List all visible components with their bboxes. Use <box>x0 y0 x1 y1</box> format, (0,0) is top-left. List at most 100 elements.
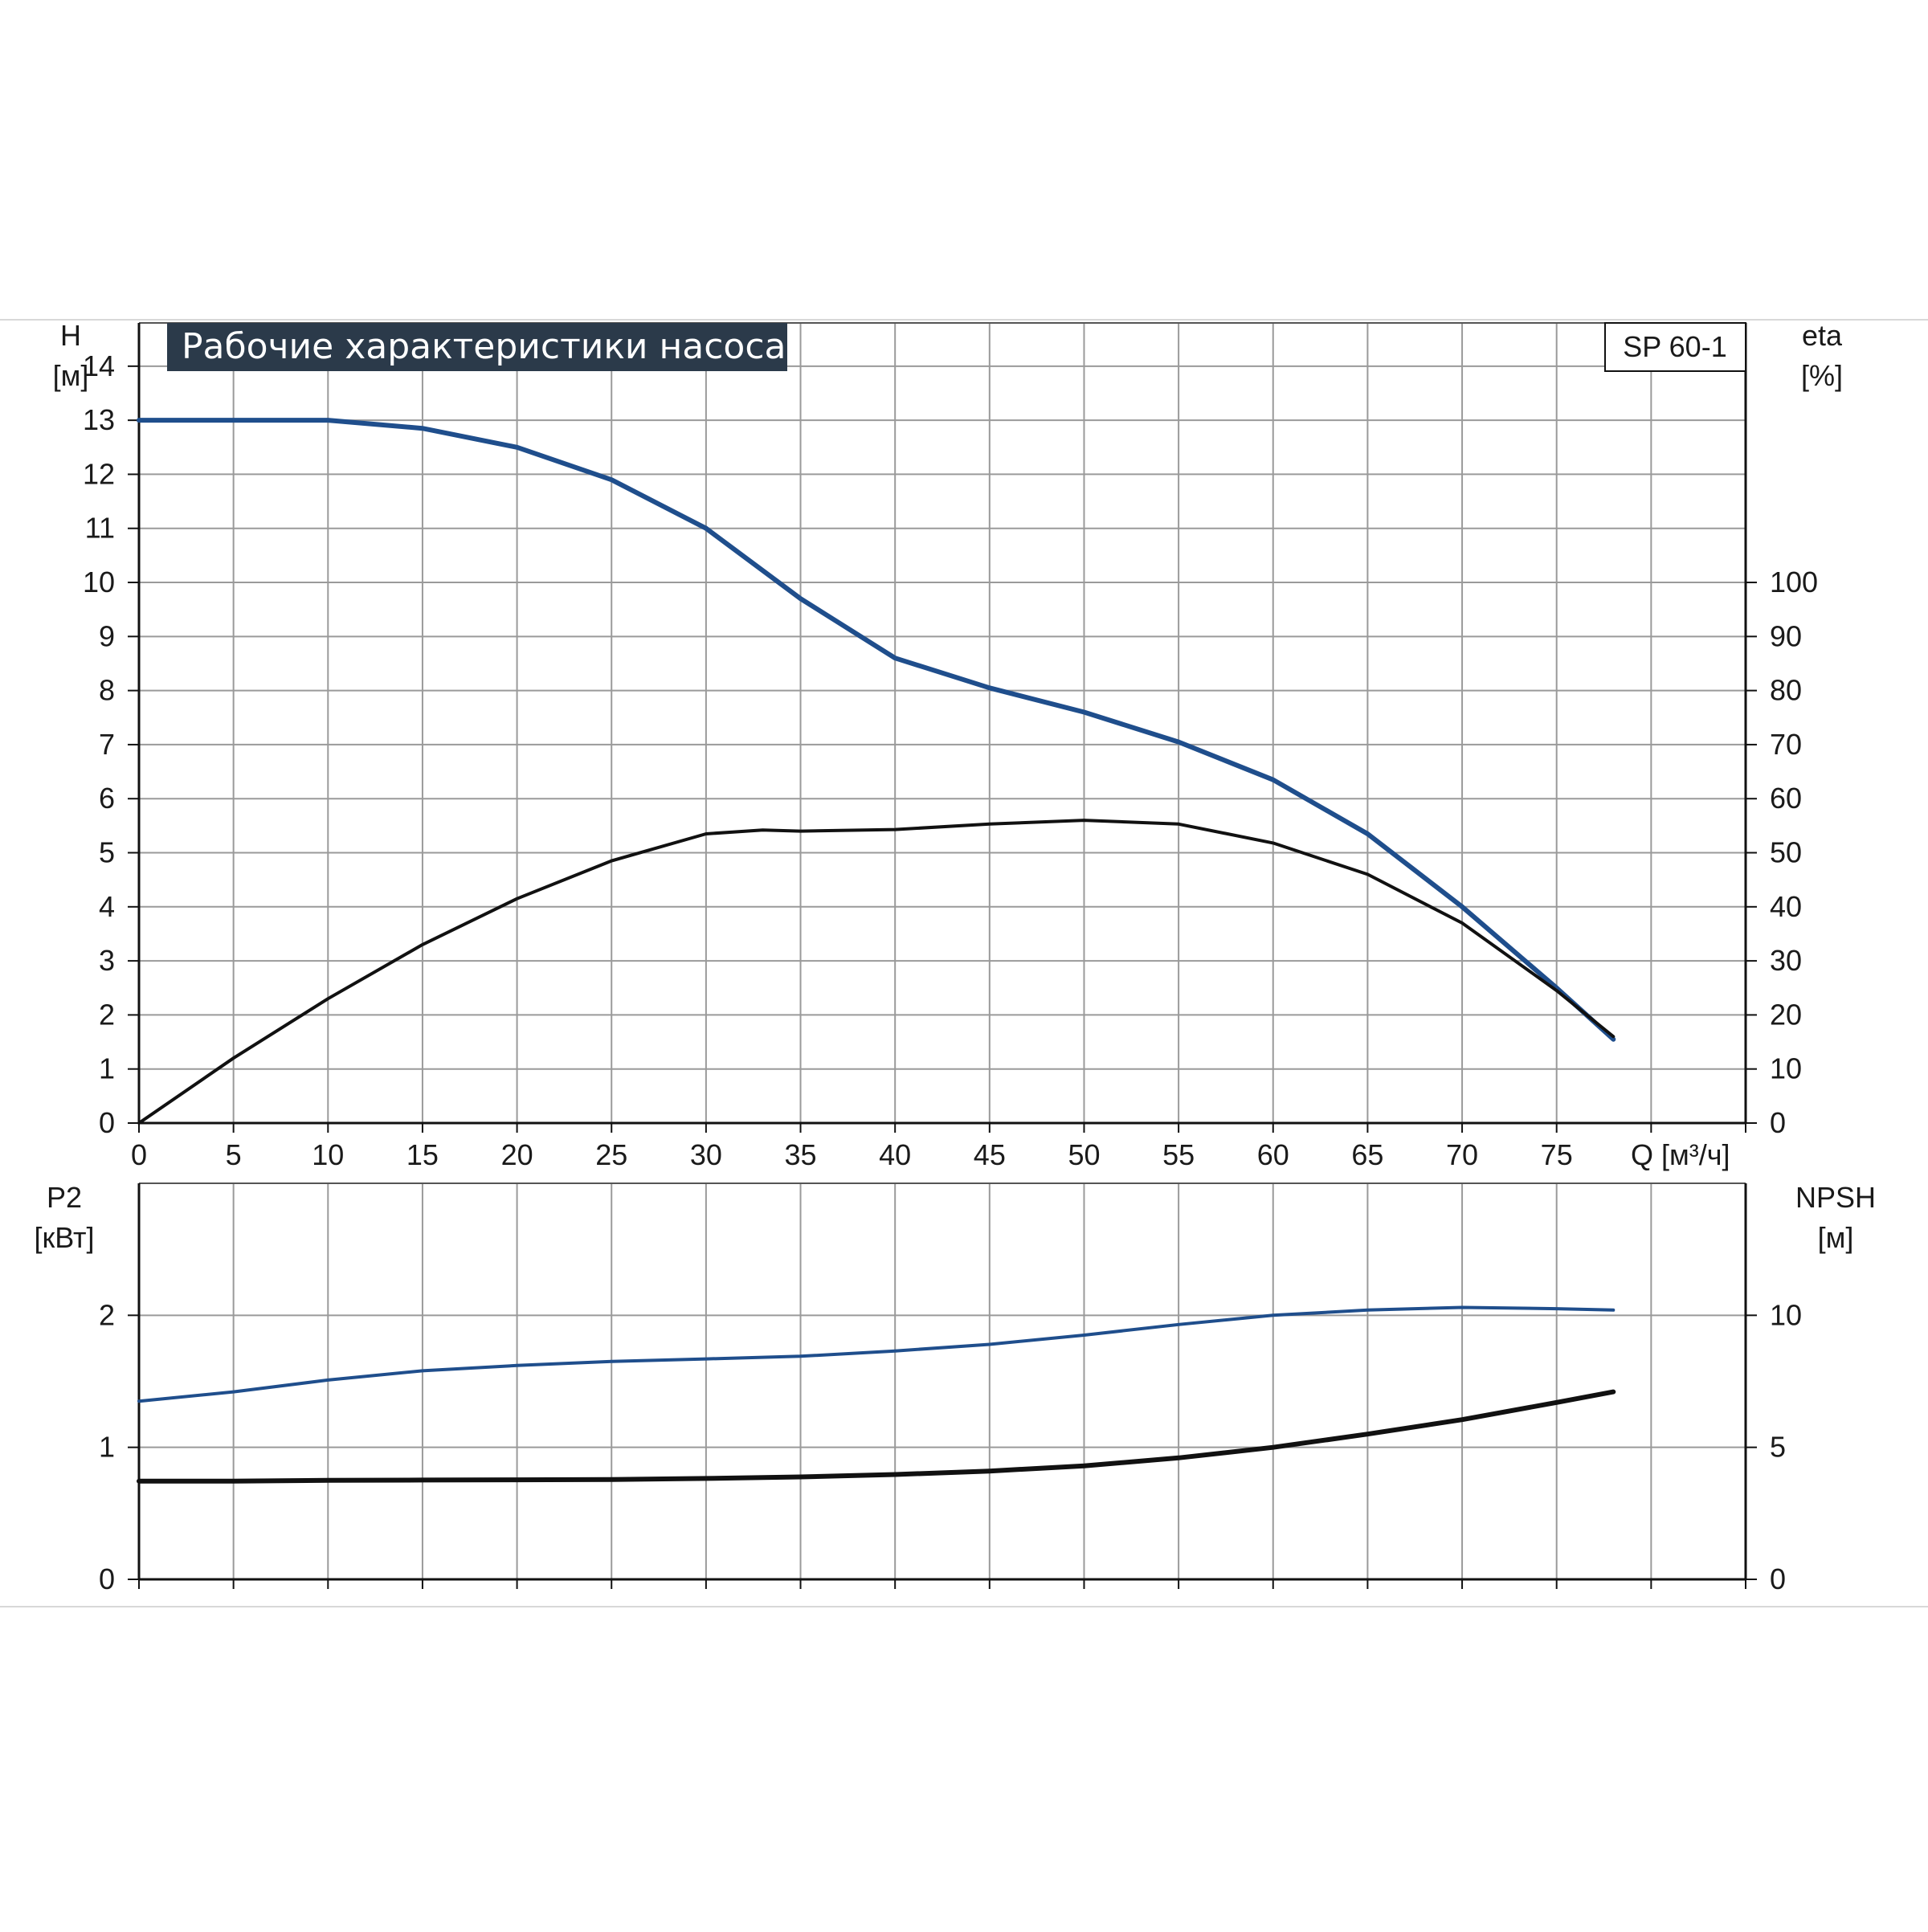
data-point <box>799 1475 803 1478</box>
data-point <box>1366 1432 1369 1436</box>
left-tick-label: 3 <box>99 944 115 977</box>
left-tick-label: 0 <box>99 1562 115 1595</box>
data-point <box>988 1342 991 1346</box>
chart-title: Рабочие характеристики насоса <box>182 326 786 367</box>
data-point <box>1460 921 1464 925</box>
data-point <box>232 419 235 422</box>
series-points <box>137 1391 1615 1483</box>
data-point <box>1177 823 1180 826</box>
data-point <box>1272 1313 1275 1317</box>
right-tick-label: 60 <box>1770 782 1802 815</box>
data-point <box>1611 1309 1615 1312</box>
left-tick-label: 0 <box>99 1106 115 1139</box>
data-point <box>705 832 708 835</box>
x-tick-label: 40 <box>879 1138 911 1171</box>
right-tick-label: 30 <box>1770 944 1802 977</box>
data-point <box>1460 1305 1464 1309</box>
series-points <box>137 819 1615 1125</box>
x-tick-label: 25 <box>595 1138 627 1171</box>
right-tick-label: 70 <box>1770 728 1802 761</box>
data-point <box>799 1354 803 1358</box>
data-point <box>799 597 803 600</box>
data-point <box>1082 1464 1085 1468</box>
data-point <box>1082 711 1085 714</box>
data-point <box>1177 741 1180 744</box>
data-point <box>799 830 803 833</box>
data-point <box>705 1358 708 1361</box>
right-axis-title: eta <box>1802 319 1843 352</box>
x-tick-label: 45 <box>974 1138 1006 1171</box>
left-axis-title: P2 <box>47 1181 82 1214</box>
right-tick-label: 90 <box>1770 619 1802 652</box>
power-npsh-panel: 0 1 2 0 5 10 P2 [кВт] NPSH [м] <box>34 1181 1876 1595</box>
x-tick-label: 0 <box>131 1138 147 1171</box>
left-tick-label: 2 <box>99 998 115 1031</box>
data-point <box>516 897 519 901</box>
x-tick-label: 75 <box>1541 1138 1573 1171</box>
data-point <box>137 419 141 422</box>
data-point <box>1460 905 1464 909</box>
left-tick-label: 8 <box>99 674 115 707</box>
x-tick-label: 15 <box>406 1138 439 1171</box>
right-tick-label: 5 <box>1770 1431 1786 1464</box>
x-tick-label: 35 <box>785 1138 817 1171</box>
data-point <box>893 1350 897 1353</box>
right-tick-label: 40 <box>1770 890 1802 923</box>
data-point <box>1366 1309 1369 1312</box>
data-point <box>1272 778 1275 782</box>
data-point <box>1460 1418 1464 1421</box>
data-point <box>421 943 424 946</box>
data-point <box>232 1056 235 1060</box>
left-tick-label: 2 <box>99 1298 115 1331</box>
x-tick-label: 70 <box>1446 1138 1478 1171</box>
data-point <box>988 1469 991 1472</box>
data-point <box>1177 1456 1180 1460</box>
right-tick-label: 20 <box>1770 998 1802 1031</box>
left-tick-label: 1 <box>99 1431 115 1464</box>
data-point <box>893 1473 897 1477</box>
left-axis-title: [м] <box>53 359 89 392</box>
right-tick-label: 80 <box>1770 674 1802 707</box>
head-efficiency-panel: 0123456789101112131401020304050607080901… <box>53 319 1843 1171</box>
x-tick-label: 20 <box>501 1138 533 1171</box>
data-point <box>1082 1334 1085 1337</box>
x-tick-label: 60 <box>1257 1138 1289 1171</box>
data-point <box>326 1479 329 1482</box>
right-tick-label: 50 <box>1770 836 1802 869</box>
data-point <box>1611 1035 1615 1038</box>
data-point <box>705 527 708 530</box>
grid-lines <box>138 1183 1746 1579</box>
left-tick-label: 13 <box>83 403 115 436</box>
data-point <box>761 828 764 831</box>
right-tick-label: 0 <box>1770 1106 1786 1139</box>
data-point <box>1611 1391 1615 1394</box>
x-tick-label: 65 <box>1351 1138 1383 1171</box>
data-point <box>232 1391 235 1394</box>
data-point <box>326 419 329 422</box>
right-tick-label: 100 <box>1770 566 1818 598</box>
data-point <box>988 823 991 826</box>
data-point <box>137 1399 141 1403</box>
data-point <box>516 446 519 449</box>
data-point <box>610 1360 613 1363</box>
series-points <box>137 419 1615 1041</box>
data-point <box>1611 1038 1615 1041</box>
left-tick-label: 11 <box>85 512 115 545</box>
data-point <box>232 1480 235 1483</box>
data-point <box>137 1480 141 1483</box>
right-tick-label: 10 <box>1770 1298 1802 1331</box>
data-point <box>1177 1323 1180 1326</box>
model-label-box <box>1604 322 1746 372</box>
data-point <box>326 1379 329 1382</box>
data-point <box>705 1477 708 1480</box>
data-point <box>421 1369 424 1372</box>
data-point <box>1555 989 1558 992</box>
data-point <box>610 860 613 863</box>
x-tick-label: 50 <box>1068 1138 1100 1171</box>
data-point <box>326 997 329 1000</box>
data-point <box>1366 872 1369 876</box>
x-tick-label: 5 <box>226 1138 242 1171</box>
model-label: SP 60-1 <box>1623 330 1726 363</box>
